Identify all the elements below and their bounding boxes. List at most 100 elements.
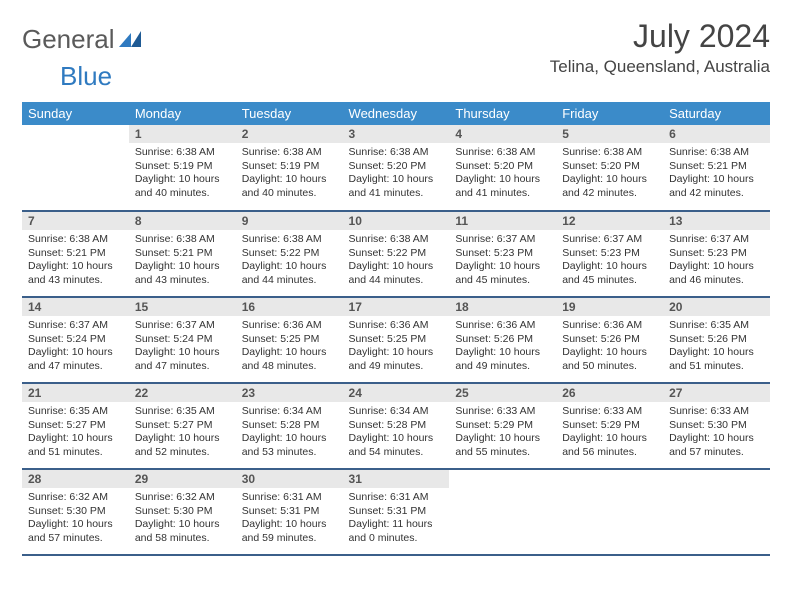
calendar-day-cell: 17Sunrise: 6:36 AMSunset: 5:25 PMDayligh… [343,297,450,383]
day-number: 25 [449,384,556,402]
calendar-day-cell: 11Sunrise: 6:37 AMSunset: 5:23 PMDayligh… [449,211,556,297]
location: Telina, Queensland, Australia [550,57,770,77]
calendar-day-cell: 24Sunrise: 6:34 AMSunset: 5:28 PMDayligh… [343,383,450,469]
logo-icon [119,29,145,49]
day-body: Sunrise: 6:38 AMSunset: 5:19 PMDaylight:… [129,143,236,205]
daylight-text: and 58 minutes. [135,532,230,546]
calendar-day-cell: 4Sunrise: 6:38 AMSunset: 5:20 PMDaylight… [449,125,556,211]
sunset-text: Sunset: 5:22 PM [242,247,337,261]
calendar-day-cell: 13Sunrise: 6:37 AMSunset: 5:23 PMDayligh… [663,211,770,297]
sunset-text: Sunset: 5:25 PM [242,333,337,347]
daylight-text: Daylight: 10 hours [562,346,657,360]
sunset-text: Sunset: 5:28 PM [349,419,444,433]
day-number: 18 [449,298,556,316]
daylight-text: Daylight: 10 hours [669,432,764,446]
calendar-day-cell: 2Sunrise: 6:38 AMSunset: 5:19 PMDaylight… [236,125,343,211]
sunset-text: Sunset: 5:23 PM [562,247,657,261]
weekday-header: Saturday [663,102,770,125]
sunset-text: Sunset: 5:26 PM [562,333,657,347]
sunrise-text: Sunrise: 6:32 AM [28,491,123,505]
sunset-text: Sunset: 5:31 PM [349,505,444,519]
daylight-text: Daylight: 10 hours [349,173,444,187]
daylight-text: and 55 minutes. [455,446,550,460]
daylight-text: Daylight: 10 hours [455,260,550,274]
daylight-text: and 52 minutes. [135,446,230,460]
sunset-text: Sunset: 5:23 PM [669,247,764,261]
sunset-text: Sunset: 5:30 PM [28,505,123,519]
day-number: 2 [236,125,343,143]
daylight-text: Daylight: 10 hours [669,260,764,274]
daylight-text: Daylight: 10 hours [242,432,337,446]
sunset-text: Sunset: 5:21 PM [135,247,230,261]
sunrise-text: Sunrise: 6:35 AM [28,405,123,419]
day-body: Sunrise: 6:34 AMSunset: 5:28 PMDaylight:… [236,402,343,464]
calendar-week-row: 14Sunrise: 6:37 AMSunset: 5:24 PMDayligh… [22,297,770,383]
daylight-text: and 57 minutes. [28,532,123,546]
page-title: July 2024 [550,18,770,55]
daylight-text: and 43 minutes. [135,274,230,288]
daylight-text: and 56 minutes. [562,446,657,460]
sunrise-text: Sunrise: 6:31 AM [349,491,444,505]
day-number: 13 [663,212,770,230]
sunset-text: Sunset: 5:22 PM [349,247,444,261]
sunrise-text: Sunrise: 6:37 AM [562,233,657,247]
daylight-text: and 0 minutes. [349,532,444,546]
daylight-text: and 47 minutes. [28,360,123,374]
sunset-text: Sunset: 5:29 PM [562,419,657,433]
calendar-day-cell [663,469,770,555]
calendar-day-cell [449,469,556,555]
daylight-text: Daylight: 11 hours [349,518,444,532]
daylight-text: and 46 minutes. [669,274,764,288]
sunrise-text: Sunrise: 6:38 AM [669,146,764,160]
day-body: Sunrise: 6:32 AMSunset: 5:30 PMDaylight:… [22,488,129,550]
sunrise-text: Sunrise: 6:34 AM [349,405,444,419]
day-number: 27 [663,384,770,402]
day-number: 21 [22,384,129,402]
day-number: 17 [343,298,450,316]
sunrise-text: Sunrise: 6:35 AM [669,319,764,333]
day-body: Sunrise: 6:35 AMSunset: 5:27 PMDaylight:… [22,402,129,464]
sunrise-text: Sunrise: 6:36 AM [455,319,550,333]
day-number: 12 [556,212,663,230]
daylight-text: and 49 minutes. [455,360,550,374]
day-number: 23 [236,384,343,402]
sunrise-text: Sunrise: 6:36 AM [562,319,657,333]
calendar-day-cell: 25Sunrise: 6:33 AMSunset: 5:29 PMDayligh… [449,383,556,469]
day-body: Sunrise: 6:33 AMSunset: 5:29 PMDaylight:… [556,402,663,464]
calendar-day-cell: 10Sunrise: 6:38 AMSunset: 5:22 PMDayligh… [343,211,450,297]
daylight-text: Daylight: 10 hours [349,346,444,360]
sunset-text: Sunset: 5:30 PM [135,505,230,519]
daylight-text: and 40 minutes. [242,187,337,201]
day-number: 19 [556,298,663,316]
day-number: 9 [236,212,343,230]
day-body: Sunrise: 6:38 AMSunset: 5:22 PMDaylight:… [343,230,450,292]
calendar-day-cell: 31Sunrise: 6:31 AMSunset: 5:31 PMDayligh… [343,469,450,555]
day-body: Sunrise: 6:37 AMSunset: 5:24 PMDaylight:… [22,316,129,378]
calendar-week-row: 21Sunrise: 6:35 AMSunset: 5:27 PMDayligh… [22,383,770,469]
day-number: 15 [129,298,236,316]
sunrise-text: Sunrise: 6:38 AM [135,146,230,160]
day-number: 30 [236,470,343,488]
sunset-text: Sunset: 5:26 PM [669,333,764,347]
calendar-day-cell: 12Sunrise: 6:37 AMSunset: 5:23 PMDayligh… [556,211,663,297]
day-body: Sunrise: 6:35 AMSunset: 5:26 PMDaylight:… [663,316,770,378]
daylight-text: and 42 minutes. [669,187,764,201]
day-number: 4 [449,125,556,143]
day-body: Sunrise: 6:33 AMSunset: 5:30 PMDaylight:… [663,402,770,464]
day-body: Sunrise: 6:38 AMSunset: 5:20 PMDaylight:… [556,143,663,205]
calendar-day-cell: 8Sunrise: 6:38 AMSunset: 5:21 PMDaylight… [129,211,236,297]
day-body: Sunrise: 6:32 AMSunset: 5:30 PMDaylight:… [129,488,236,550]
calendar-day-cell: 7Sunrise: 6:38 AMSunset: 5:21 PMDaylight… [22,211,129,297]
daylight-text: Daylight: 10 hours [135,346,230,360]
calendar-week-row: 28Sunrise: 6:32 AMSunset: 5:30 PMDayligh… [22,469,770,555]
weekday-header-row: Sunday Monday Tuesday Wednesday Thursday… [22,102,770,125]
day-number: 22 [129,384,236,402]
logo-word1: General [22,24,115,55]
weekday-header: Monday [129,102,236,125]
day-body: Sunrise: 6:38 AMSunset: 5:20 PMDaylight:… [449,143,556,205]
daylight-text: and 43 minutes. [28,274,123,288]
daylight-text: and 42 minutes. [562,187,657,201]
daylight-text: Daylight: 10 hours [455,173,550,187]
calendar-day-cell: 29Sunrise: 6:32 AMSunset: 5:30 PMDayligh… [129,469,236,555]
sunset-text: Sunset: 5:24 PM [28,333,123,347]
